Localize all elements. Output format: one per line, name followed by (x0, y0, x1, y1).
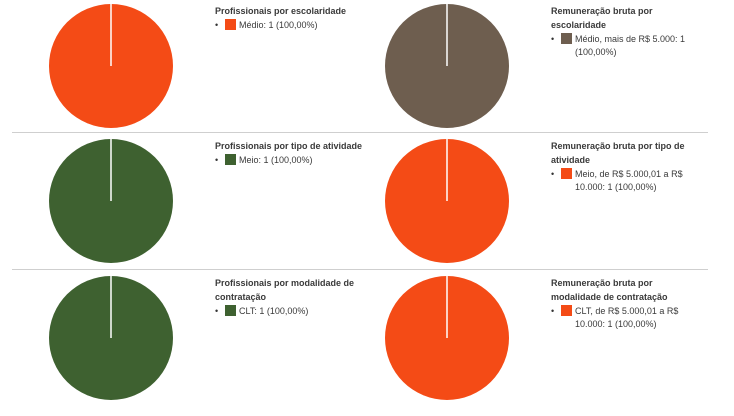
legend-swatch (225, 154, 236, 165)
chart-title: Remuneração bruta por tipo de atividade (551, 141, 685, 165)
bullet-icon: • (551, 169, 555, 179)
pie-chart-remuneracao-modalidade (385, 276, 509, 400)
bullet-icon: • (551, 34, 555, 44)
chart-title: Profissionais por escolaridade (215, 6, 347, 16)
pie-chart-escolaridade (49, 4, 173, 128)
chart-title: Profissionais por tipo de atividade (215, 141, 363, 151)
legend-remuneracao-tipo-atividade: Remuneração bruta por tipo de atividade … (551, 139, 701, 194)
legend-label: Meio, de R$ 5.000,01 a R$ 10.000: 1 (100… (575, 169, 683, 192)
bullet-icon: • (215, 306, 219, 316)
legend-label: Meio: 1 (100,00%) (239, 155, 313, 165)
legend-swatch (225, 305, 236, 316)
legend-item: • Meio: 1 (100,00%) (215, 154, 365, 167)
legend-remuneracao-escolaridade: Remuneração bruta por escolaridade • Méd… (551, 4, 701, 59)
bullet-icon: • (215, 20, 219, 30)
row-divider (12, 269, 708, 270)
chart-title: Remuneração bruta por escolaridade (551, 6, 653, 30)
legend-item: • Meio, de R$ 5.000,01 a R$ 10.000: 1 (1… (551, 168, 701, 194)
legend-item: • Médio, mais de R$ 5.000: 1 (100,00%) (551, 33, 701, 59)
legend-swatch (561, 168, 572, 179)
legend-label: CLT, de R$ 5.000,01 a R$ 10.000: 1 (100,… (575, 306, 679, 329)
legend-item: • Médio: 1 (100,00%) (215, 19, 365, 32)
legend-label: Médio, mais de R$ 5.000: 1 (100,00%) (575, 34, 686, 57)
bullet-icon: • (215, 155, 219, 165)
chart-title: Profissionais por modalidade de contrata… (215, 278, 355, 302)
legend-remuneracao-modalidade: Remuneração bruta por modalidade de cont… (551, 276, 701, 331)
pie-chart-modalidade (49, 276, 173, 400)
pie-chart-remuneracao-tipo-atividade (385, 139, 509, 263)
chart-title: Remuneração bruta por modalidade de cont… (551, 278, 668, 302)
legend-item: • CLT: 1 (100,00%) (215, 305, 365, 318)
pie-chart-tipo-atividade (49, 139, 173, 263)
legend-swatch (225, 19, 236, 30)
legend-escolaridade: Profissionais por escolaridade • Médio: … (215, 4, 365, 32)
legend-swatch (561, 33, 572, 44)
legend-label: Médio: 1 (100,00%) (239, 20, 318, 30)
legend-tipo-atividade: Profissionais por tipo de atividade • Me… (215, 139, 365, 167)
pie-chart-remuneracao-escolaridade (385, 4, 509, 128)
legend-item: • CLT, de R$ 5.000,01 a R$ 10.000: 1 (10… (551, 305, 701, 331)
legend-modalidade: Profissionais por modalidade de contrata… (215, 276, 365, 318)
bullet-icon: • (551, 306, 555, 316)
row-divider (12, 132, 708, 133)
legend-swatch (561, 305, 572, 316)
legend-label: CLT: 1 (100,00%) (239, 306, 309, 316)
